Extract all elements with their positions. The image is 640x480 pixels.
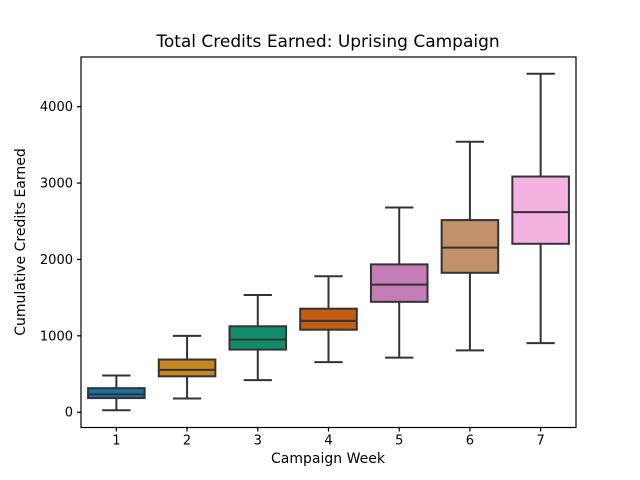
box-week-6 — [440, 219, 500, 274]
x-tick-label: 6 — [466, 434, 474, 449]
chart-title: Total Credits Earned: Uprising Campaign — [155, 32, 499, 52]
box-week-2 — [157, 358, 217, 378]
box-week-5 — [369, 263, 429, 303]
y-tick-label: 4000 — [40, 100, 73, 115]
plot-frame — [80, 56, 577, 429]
x-axis-label: Campaign Week — [271, 451, 386, 467]
y-tick-label: 3000 — [40, 177, 73, 192]
box-week-4 — [299, 307, 358, 331]
box-week-3 — [228, 325, 288, 351]
y-tick-label: 2000 — [40, 253, 73, 268]
y-tick-label: 0 — [65, 406, 73, 421]
y-tick-label: 1000 — [40, 329, 73, 344]
x-tick-label: 7 — [537, 434, 545, 449]
x-tick-label: 4 — [324, 434, 332, 449]
chart-layer: 0 1000 2000 3000 4000 1 2 3 4 5 6 7 — [40, 56, 577, 449]
box-week-1 — [87, 387, 146, 400]
box-week-7 — [511, 175, 570, 245]
x-tick-label: 3 — [254, 434, 262, 449]
x-tick-label: 5 — [395, 434, 403, 449]
x-tick-label: 1 — [112, 434, 120, 449]
y-axis-label: Cumulative Credits Earned — [13, 148, 29, 336]
x-tick-label: 2 — [183, 434, 191, 449]
